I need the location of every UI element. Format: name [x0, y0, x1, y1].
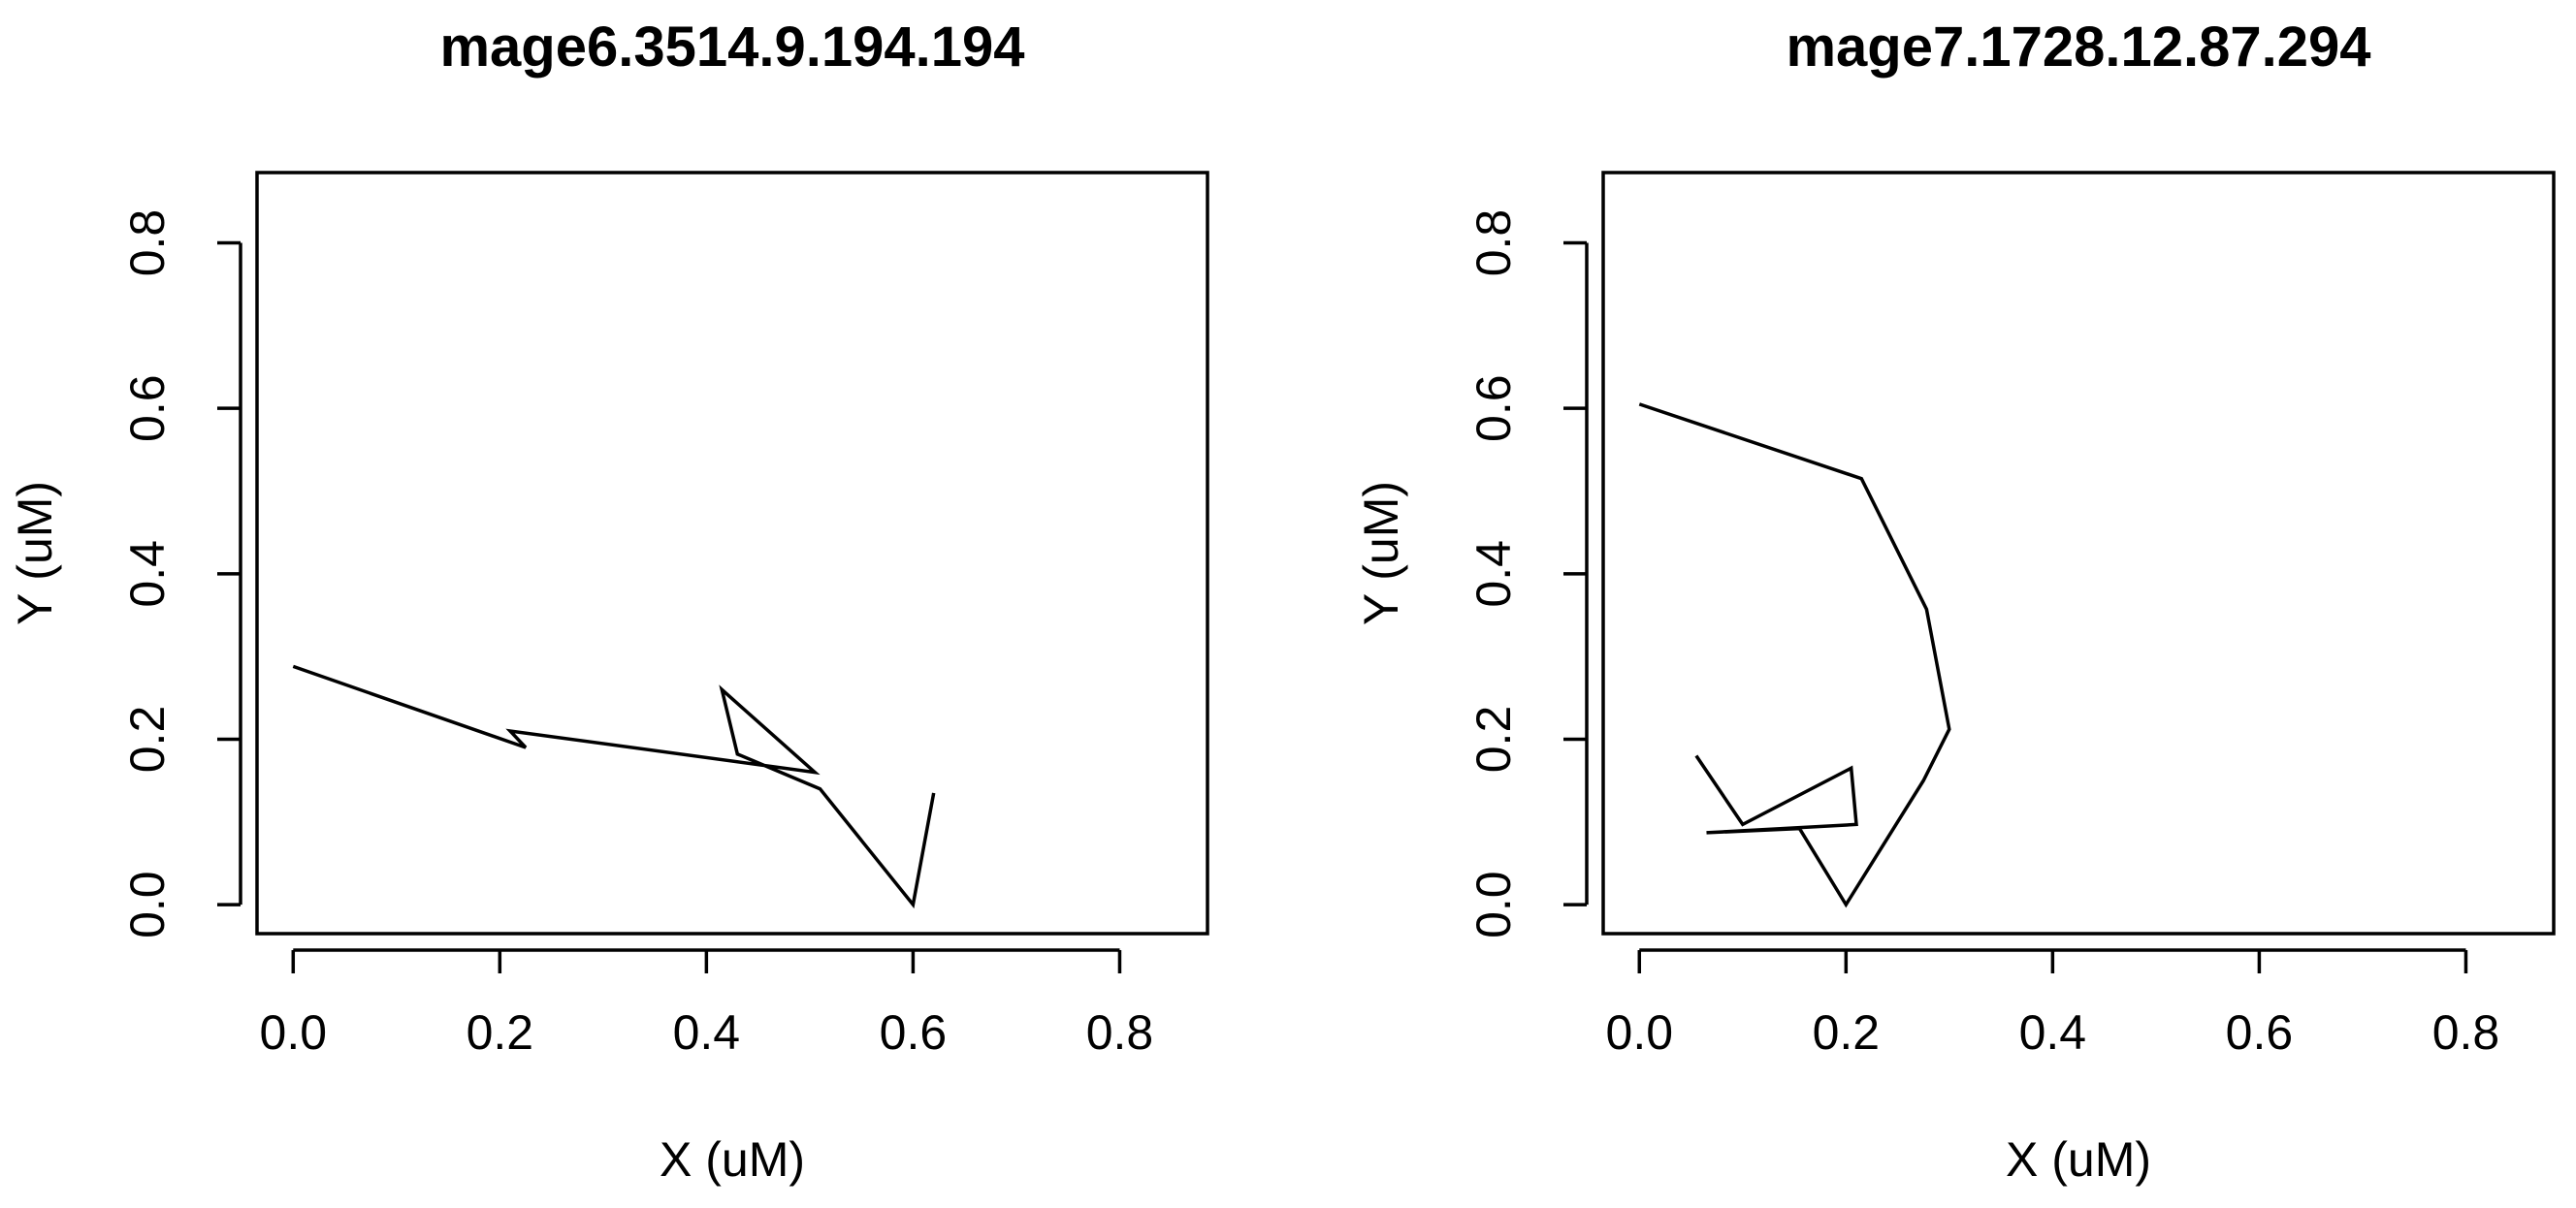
plot-title: mage6.3514.9.194.194	[439, 16, 1024, 79]
x-tick-label: 0.4	[673, 1005, 741, 1060]
y-axis: 0.0 0.2 0.4 0.6 0.8	[1466, 209, 1589, 938]
y-tick-label: 0.8	[1466, 209, 1521, 277]
y-tick-label: 0.6	[1466, 374, 1521, 442]
x-axis: 0.0 0.2 0.4 0.6 0.8	[260, 948, 1154, 1060]
trajectory-line	[1638, 402, 1951, 908]
y-tick-label: 0.4	[1466, 540, 1521, 608]
plot-title: mage7.1728.12.87.294	[1786, 16, 2370, 79]
x-tick-label: 0.0	[260, 1005, 328, 1060]
y-tick-label: 0.6	[120, 374, 175, 442]
y-axis-label: Y (uM)	[8, 481, 62, 625]
x-tick-label: 0.0	[1606, 1005, 1674, 1060]
y-tick-label: 0.8	[120, 209, 175, 277]
x-tick-label: 0.8	[1086, 1005, 1154, 1060]
y-tick-label: 0.0	[120, 871, 175, 938]
plot-panel-left: mage6.3514.9.194.194 0.0 0.2 0.4 0.6 0.8 0.0…	[8, 16, 1209, 1187]
y-tick-label: 0.4	[120, 540, 175, 608]
x-tick-label: 0.2	[467, 1005, 534, 1060]
x-tick-label: 0.6	[880, 1005, 948, 1060]
plot-frame	[1601, 171, 2556, 936]
x-tick-label: 0.2	[1813, 1005, 1881, 1060]
x-axis: 0.0 0.2 0.4 0.6 0.8	[1606, 948, 2500, 1060]
x-axis-label: X (uM)	[2006, 1132, 2151, 1187]
plot-frame	[255, 171, 1209, 936]
y-axis-label: Y (uM)	[1354, 481, 1408, 625]
y-tick-label: 0.0	[1466, 871, 1521, 938]
trajectory-line	[292, 664, 936, 909]
x-tick-label: 0.8	[2432, 1005, 2500, 1060]
x-axis-label: X (uM)	[660, 1132, 805, 1187]
y-tick-label: 0.2	[1466, 706, 1521, 774]
x-tick-label: 0.6	[2226, 1005, 2294, 1060]
x-tick-label: 0.4	[2019, 1005, 2087, 1060]
plot-panel-right: mage7.1728.12.87.294 0.0 0.2 0.4 0.6 0.8 0.0…	[1354, 16, 2556, 1187]
y-tick-label: 0.2	[120, 706, 175, 774]
y-axis: 0.0 0.2 0.4 0.6 0.8	[120, 209, 242, 938]
